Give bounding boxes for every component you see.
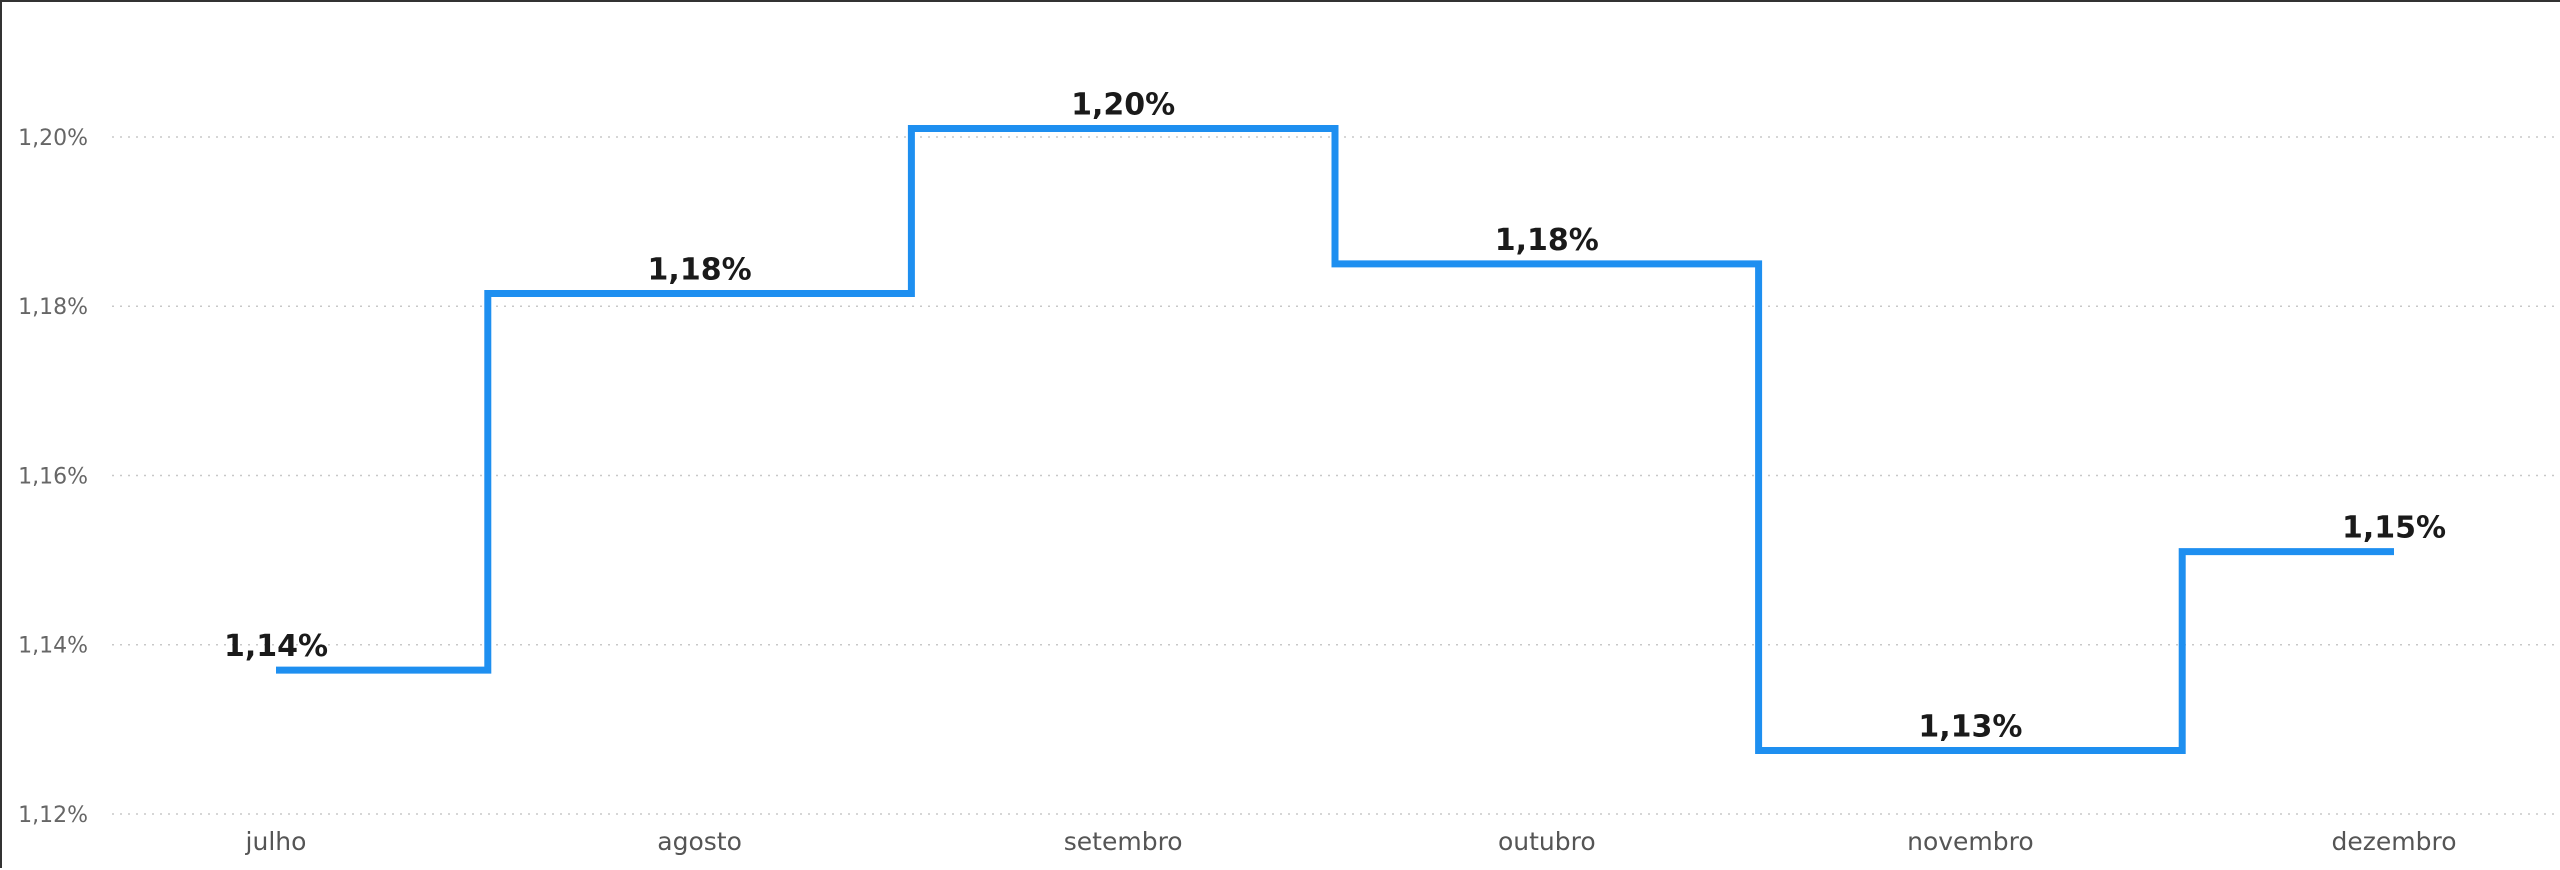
y-tick-label: 1,18% — [18, 295, 88, 320]
x-category-label: novembro — [1907, 827, 2034, 856]
x-axis-category-labels: julho agosto setembro outubro novembro dezemb… — [245, 827, 2457, 856]
data-label: 1,13% — [1918, 710, 2022, 745]
data-labels: 1,14% 1,18% 1,20% 1,18% 1,13% 1,15% — [224, 87, 2446, 744]
x-category-label: agosto — [657, 827, 742, 856]
y-tick-label: 1,14% — [18, 634, 88, 659]
series-step-line — [276, 124, 2394, 755]
y-tick-label: 1,20% — [18, 126, 88, 151]
y-tick-label: 1,12% — [18, 803, 88, 828]
data-label: 1,15% — [2342, 511, 2446, 546]
y-axis-tick-labels: 1,12% 1,14% 1,16% 1,18% 1,20% — [18, 126, 88, 828]
data-label: 1,20% — [1071, 87, 1175, 122]
data-label: 1,14% — [224, 629, 328, 664]
x-category-label: setembro — [1064, 827, 1183, 856]
x-category-label: outubro — [1498, 827, 1596, 856]
x-category-label: dezembro — [2332, 827, 2457, 856]
data-label: 1,18% — [648, 253, 752, 288]
x-category-label: julho — [245, 827, 307, 856]
y-tick-label: 1,16% — [18, 464, 88, 489]
data-label: 1,18% — [1495, 223, 1599, 258]
